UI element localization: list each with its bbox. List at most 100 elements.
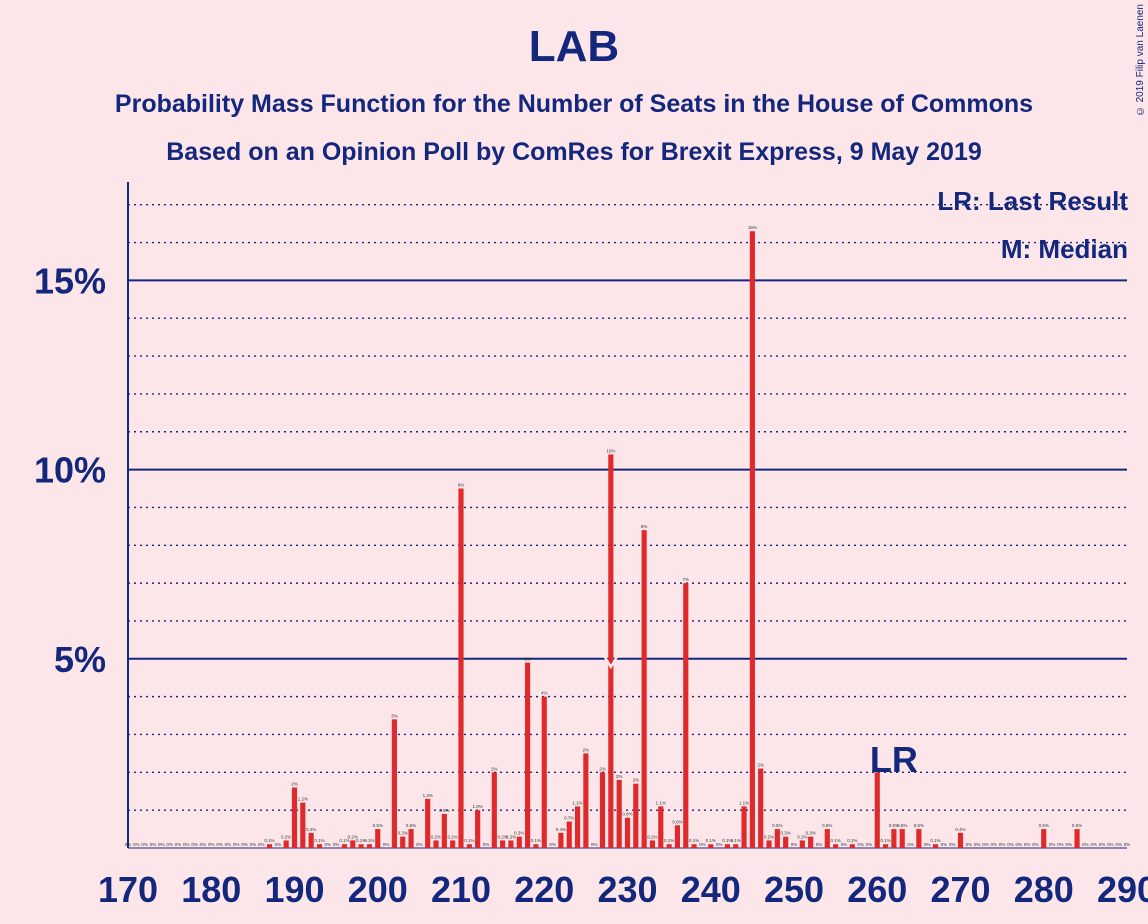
- bar-216: [508, 840, 514, 848]
- chart-subtitle-poll: Based on an Opinion Poll by ComRes for B…: [166, 138, 982, 166]
- data-label-259: 0%: [866, 842, 873, 847]
- bar-218: [525, 662, 531, 848]
- data-label-260: 2%: [874, 766, 881, 771]
- data-label-172: 0%: [141, 842, 148, 847]
- data-label-215: 0.2%: [497, 834, 507, 839]
- x-tick-label-240: 240: [681, 869, 741, 910]
- bar-247: [766, 840, 772, 848]
- bar-198: [358, 844, 364, 848]
- data-label-218: 5%: [524, 657, 531, 662]
- bar-240: [708, 844, 714, 848]
- data-label-242: 0.1%: [722, 838, 732, 843]
- data-label-205: 0%: [416, 842, 423, 847]
- data-label-204: 0.5%: [406, 823, 416, 828]
- data-label-274: 0%: [991, 842, 998, 847]
- data-label-233: 0.2%: [647, 834, 657, 839]
- x-tick-label-230: 230: [597, 869, 657, 910]
- bar-227: [599, 772, 606, 848]
- data-label-234: 1.1%: [656, 800, 666, 805]
- data-label-171: 0%: [133, 842, 140, 847]
- bar-200: [375, 829, 381, 848]
- data-label-250: 0%: [791, 842, 798, 847]
- bar-252: [808, 836, 814, 848]
- data-label-188: 0%: [275, 842, 282, 847]
- bar-231: [633, 783, 639, 848]
- data-label-270: 0.4%: [955, 827, 965, 832]
- median-marker: [603, 656, 618, 670]
- bar-233: [649, 840, 656, 848]
- data-label-257: 0.1%: [847, 838, 857, 843]
- data-label-239: 0%: [699, 842, 706, 847]
- data-label-199: 0.1%: [364, 838, 374, 843]
- bar-262: [891, 829, 897, 848]
- data-label-184: 0%: [241, 842, 248, 847]
- bar-265: [916, 829, 922, 848]
- data-label-189: 0.2%: [281, 834, 291, 839]
- data-label-196: 0.1%: [339, 838, 349, 843]
- data-label-212: 1.0%: [473, 804, 483, 809]
- data-label-182: 0%: [225, 842, 232, 847]
- data-label-281: 0%: [1049, 842, 1056, 847]
- data-label-220: 4%: [541, 691, 548, 696]
- data-label-178: 0%: [191, 842, 198, 847]
- data-label-244: 1.1%: [739, 800, 749, 805]
- bar-224: [574, 806, 581, 848]
- data-label-223: 0.7%: [564, 816, 574, 821]
- bar-243: [733, 844, 739, 848]
- bar-237: [683, 583, 689, 848]
- data-label-241: 0%: [716, 842, 723, 847]
- data-label-227: 2%: [599, 766, 606, 771]
- data-label-185: 0%: [250, 842, 257, 847]
- data-label-277: 0%: [1016, 842, 1023, 847]
- bar-199: [366, 844, 373, 848]
- data-label-240: 0.1%: [706, 838, 716, 843]
- bar-222: [558, 832, 564, 848]
- data-label-206: 1.3%: [423, 793, 433, 798]
- bar-251: [799, 840, 805, 848]
- data-label-181: 0%: [216, 842, 223, 847]
- bar-191: [300, 802, 306, 848]
- data-label-280: 0.5%: [1039, 823, 1049, 828]
- bar-245: [749, 231, 755, 848]
- x-tick-label-280: 280: [1014, 869, 1074, 910]
- data-label-200: 0.5%: [373, 823, 383, 828]
- bar-230: [624, 817, 631, 848]
- data-label-252: 0.3%: [806, 831, 816, 836]
- x-tick-label-170: 170: [98, 869, 158, 910]
- bar-189: [283, 840, 289, 848]
- data-label-289: 0%: [1115, 842, 1122, 847]
- y-tick-label-10: 10%: [34, 450, 106, 491]
- data-label-245: 16%: [748, 225, 757, 230]
- data-label-190: 2%: [291, 781, 298, 786]
- data-label-176: 0%: [175, 842, 182, 847]
- data-label-235: 0.1%: [664, 838, 674, 843]
- bar-270: [957, 832, 964, 848]
- bar-215: [500, 840, 506, 848]
- data-label-256: 0%: [841, 842, 848, 847]
- data-label-248: 0.5%: [772, 823, 782, 828]
- bar-257: [849, 844, 855, 848]
- data-label-194: 0%: [325, 842, 332, 847]
- data-label-251: 0.2%: [797, 834, 807, 839]
- data-label-261: 0.1%: [880, 838, 890, 843]
- data-label-221: 0%: [549, 842, 556, 847]
- data-label-283: 0%: [1065, 842, 1072, 847]
- bar-220: [541, 696, 547, 848]
- chart-subtitle-method: Probability Mass Function for the Number…: [114, 90, 1034, 118]
- data-label-216: 0.2%: [506, 834, 516, 839]
- x-tick-label-250: 250: [764, 869, 824, 910]
- data-label-186: 0%: [258, 842, 265, 847]
- data-label-217: 0.3%: [514, 831, 524, 836]
- data-label-264: 0%: [907, 842, 914, 847]
- y-tick-label-15: 15%: [34, 260, 106, 301]
- bar-248: [774, 829, 780, 848]
- data-label-180: 0%: [208, 842, 215, 847]
- bar-255: [833, 844, 839, 848]
- bar-228: [608, 454, 614, 848]
- x-tick-label-260: 260: [847, 869, 907, 910]
- data-label-273: 0%: [982, 842, 989, 847]
- x-tick-label-180: 180: [181, 869, 241, 910]
- bar-209: [450, 840, 456, 848]
- data-label-271: 0%: [966, 842, 973, 847]
